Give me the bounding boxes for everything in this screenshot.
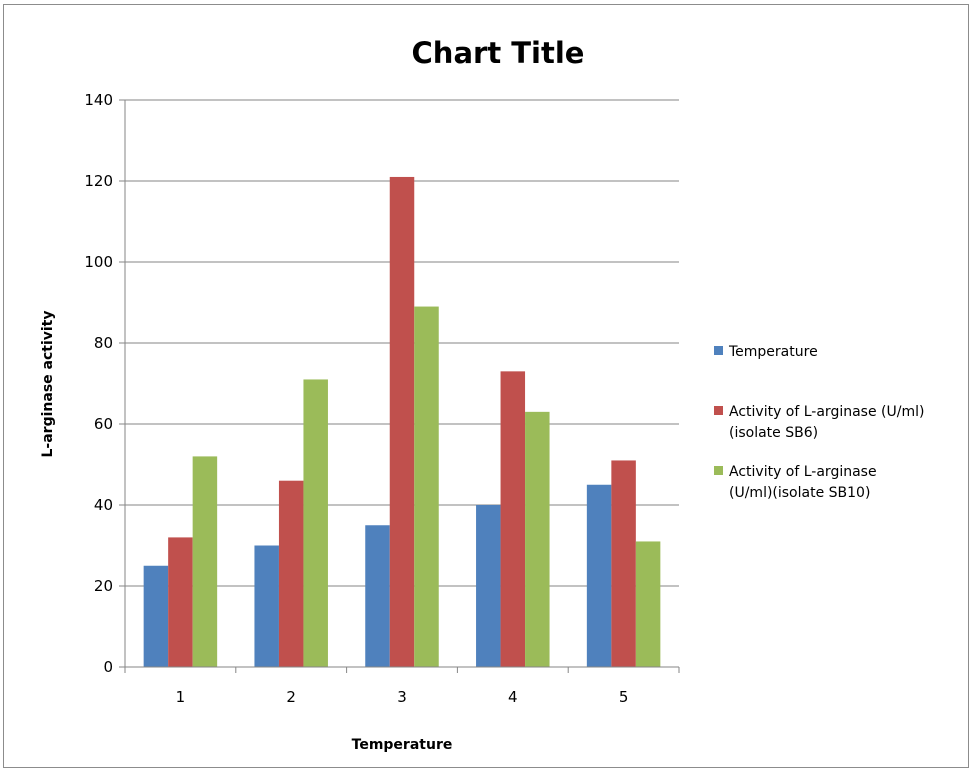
x-tick-label: 2 <box>286 688 296 706</box>
x-axis-label: Temperature <box>352 737 453 753</box>
x-tick-labels: 1 2 3 4 5 <box>176 688 629 706</box>
y-tick-label: 40 <box>94 496 113 514</box>
y-tick-label: 140 <box>84 91 113 109</box>
bar <box>500 371 526 667</box>
bar <box>586 484 612 667</box>
bar <box>192 456 218 667</box>
legend-swatch <box>714 346 723 355</box>
legend-swatch <box>714 406 723 415</box>
bars <box>143 176 661 667</box>
y-tick-label: 80 <box>94 334 113 352</box>
bar <box>635 541 661 667</box>
bar <box>278 480 304 667</box>
legend: Temperature Activity of L-arginase (U/ml)… <box>714 344 924 501</box>
x-tick-label: 1 <box>176 688 186 706</box>
bar <box>389 176 415 667</box>
chart-title: Chart Title <box>412 36 585 70</box>
legend-label: Activity of L-arginase (U/ml) <box>729 404 924 420</box>
y-tick-label: 100 <box>84 253 113 271</box>
x-tick-label: 5 <box>619 688 629 706</box>
x-tick-label: 3 <box>397 688 407 706</box>
y-tick-labels: 0 20 40 60 80 100 120 140 <box>84 91 113 676</box>
bar <box>168 537 193 667</box>
bar <box>303 379 328 667</box>
legend-swatch <box>714 466 723 475</box>
bar <box>414 306 439 667</box>
y-tick-label: 20 <box>94 577 113 595</box>
y-axis-label: L-arginase activity <box>40 311 56 458</box>
y-tick-label: 120 <box>84 172 113 190</box>
bar <box>525 411 550 667</box>
bar <box>254 545 279 667</box>
legend-label: (isolate SB6) <box>729 425 818 441</box>
bar <box>611 460 636 667</box>
y-tick-label: 60 <box>94 415 113 433</box>
bar <box>143 565 169 667</box>
bar <box>365 525 390 667</box>
bar <box>476 505 501 667</box>
legend-label: (U/ml)(isolate SB10) <box>729 485 870 501</box>
axes <box>124 100 679 668</box>
x-tick-label: 4 <box>508 688 518 706</box>
legend-label: Temperature <box>728 344 818 360</box>
y-tick-label: 0 <box>103 658 113 676</box>
legend-label: Activity of L-arginase <box>729 464 877 480</box>
